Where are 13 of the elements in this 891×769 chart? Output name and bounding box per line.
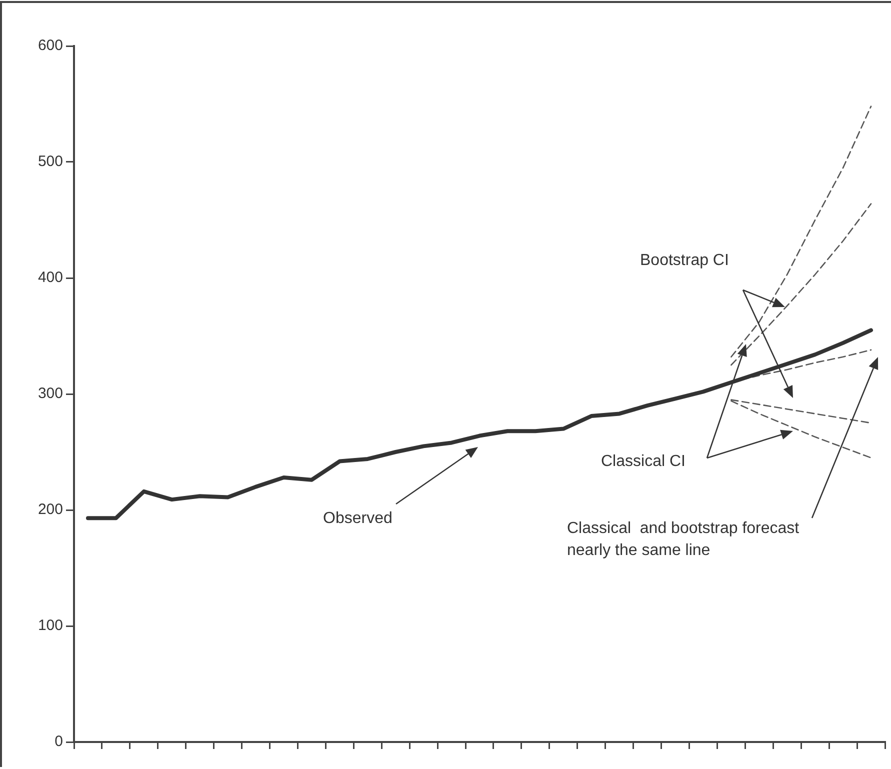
line-series xyxy=(730,203,872,366)
y-tick-label: 100 xyxy=(38,617,63,634)
y-tick-label: 600 xyxy=(38,37,63,54)
annotation: Observed xyxy=(323,509,394,529)
annotation: Classical and bootstrap forecast nearly the same line xyxy=(567,519,800,561)
y-tick-label: 400 xyxy=(38,269,63,286)
annotation: Bootstrap CI xyxy=(640,251,730,271)
line-series xyxy=(730,106,872,358)
annotation: Classical CI xyxy=(601,452,686,472)
y-tick-label: 0 xyxy=(54,733,63,750)
y-tick-label: 300 xyxy=(38,385,63,402)
y-tick-label: 200 xyxy=(38,501,63,518)
y-tick-label: 500 xyxy=(38,153,63,170)
